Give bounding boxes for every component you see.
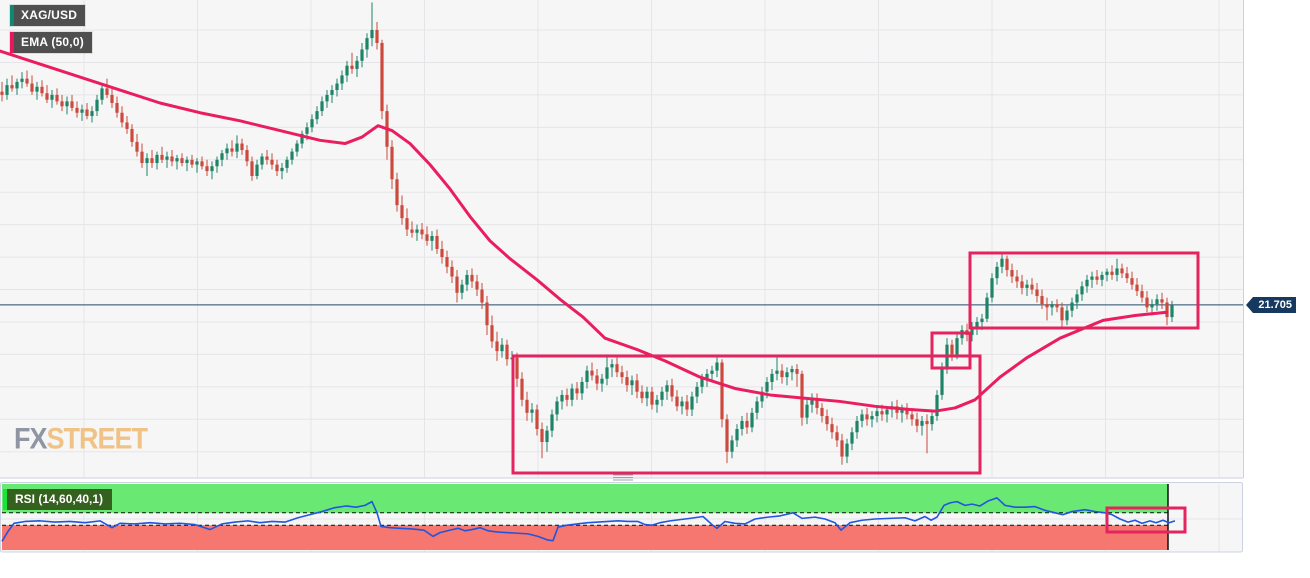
rsi-name: RSI (14,60,40,1) (15, 492, 104, 506)
ema-accent-bar (10, 32, 14, 53)
symbol-accent-bar (10, 5, 14, 26)
consolidation-box-2 (968, 251, 1200, 330)
rsi-accent-bar (3, 489, 7, 510)
symbol-name: XAG/USD (21, 8, 78, 22)
symbol-legend-item[interactable]: XAG/USD (10, 5, 86, 26)
rsi-legend-item[interactable]: RSI (14,60,40,1) (3, 489, 113, 510)
breakout-box (930, 331, 972, 370)
logo-fx: FX (14, 422, 48, 456)
rsi-highlight-box (1105, 506, 1187, 534)
legend: XAG/USD EMA (50,0) (10, 5, 92, 59)
consolidation-box-1 (511, 354, 982, 475)
current-price-badge: 21.705 (1246, 297, 1296, 313)
ema-legend-item[interactable]: EMA (50,0) (10, 32, 92, 53)
fxstreet-logo: FXSTREET (14, 422, 149, 456)
logo-street: STREET (46, 422, 149, 456)
ema-name: EMA (50,0) (21, 35, 84, 49)
